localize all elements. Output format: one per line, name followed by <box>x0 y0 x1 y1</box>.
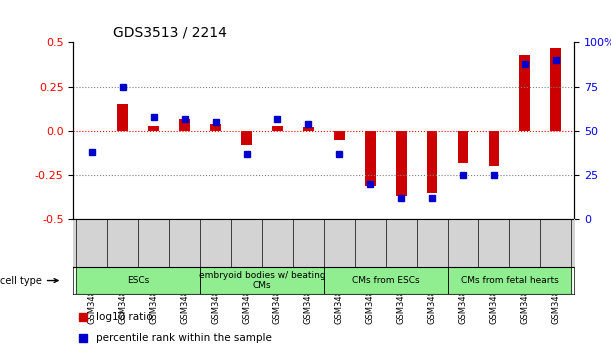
Bar <box>210 124 221 131</box>
Bar <box>117 104 128 131</box>
Text: log10 ratio: log10 ratio <box>96 312 153 322</box>
Bar <box>519 55 530 131</box>
Text: CMs from fetal hearts: CMs from fetal hearts <box>461 276 558 285</box>
Text: CMs from ESCs: CMs from ESCs <box>352 276 420 285</box>
Bar <box>148 126 159 131</box>
Bar <box>303 127 314 131</box>
Bar <box>551 48 561 131</box>
Text: GDS3513 / 2214: GDS3513 / 2214 <box>114 26 227 40</box>
Bar <box>365 131 376 186</box>
Bar <box>458 131 469 163</box>
Text: ESCs: ESCs <box>127 276 150 285</box>
Text: cell type: cell type <box>0 275 58 286</box>
Bar <box>241 131 252 145</box>
Bar <box>396 131 406 196</box>
Bar <box>272 126 283 131</box>
Bar <box>179 119 190 131</box>
Bar <box>489 131 499 166</box>
Text: percentile rank within the sample: percentile rank within the sample <box>96 333 272 343</box>
Bar <box>426 131 437 193</box>
Text: embryoid bodies w/ beating
CMs: embryoid bodies w/ beating CMs <box>199 271 325 290</box>
Bar <box>334 131 345 140</box>
